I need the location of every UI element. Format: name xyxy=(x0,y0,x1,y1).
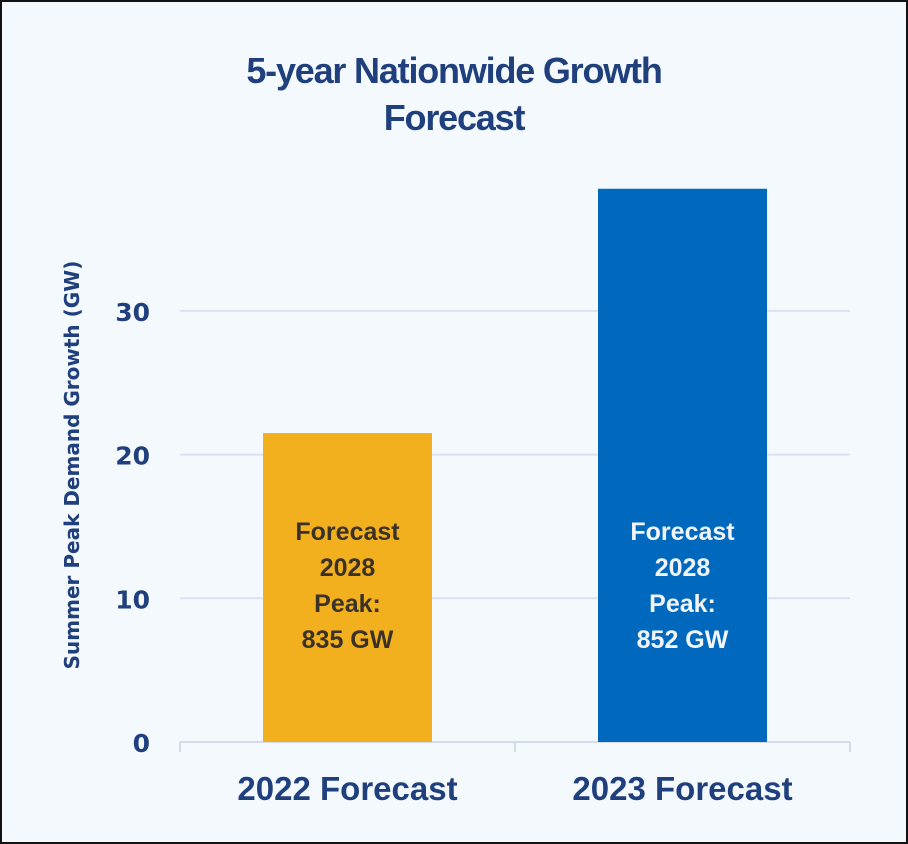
bar-label-line: Peak: xyxy=(314,590,381,618)
x-tick-label: 2022 Forecast xyxy=(237,770,457,807)
bar-label-line: 2028 xyxy=(655,554,711,582)
bar-labels: Forecast 2028 Peak: 835 GW Forecast 2028 Peak:… xyxy=(295,518,735,654)
bar-label-line: 835 GW xyxy=(302,626,394,654)
y-axis-label: Summer Peak Demand Growth (GW) xyxy=(60,261,84,670)
bar-label-line: 2028 xyxy=(320,554,376,582)
x-axis xyxy=(179,741,851,752)
chart-title-line-1: 5-year Nationwide Growth xyxy=(246,50,662,91)
bar-label-line: Peak: xyxy=(649,590,716,618)
x-tick-labels: 2022 Forecast 2023 Forecast xyxy=(237,770,792,807)
bar-label-line: Forecast xyxy=(630,518,735,546)
y-tick-label: 30 xyxy=(115,298,150,327)
chart-title-line-2: Forecast xyxy=(383,97,526,138)
y-tick-label: 10 xyxy=(115,585,150,614)
bars xyxy=(263,188,767,742)
bar-label-line: 852 GW xyxy=(637,626,729,654)
x-tick-label: 2023 Forecast xyxy=(572,770,792,807)
y-tick-labels: 0 10 20 30 xyxy=(115,298,150,758)
bar xyxy=(263,433,432,742)
bar-label-line: Forecast xyxy=(295,518,400,546)
bar xyxy=(598,188,767,742)
y-tick-label: 20 xyxy=(115,442,150,471)
y-tick-label: 0 xyxy=(133,729,150,758)
